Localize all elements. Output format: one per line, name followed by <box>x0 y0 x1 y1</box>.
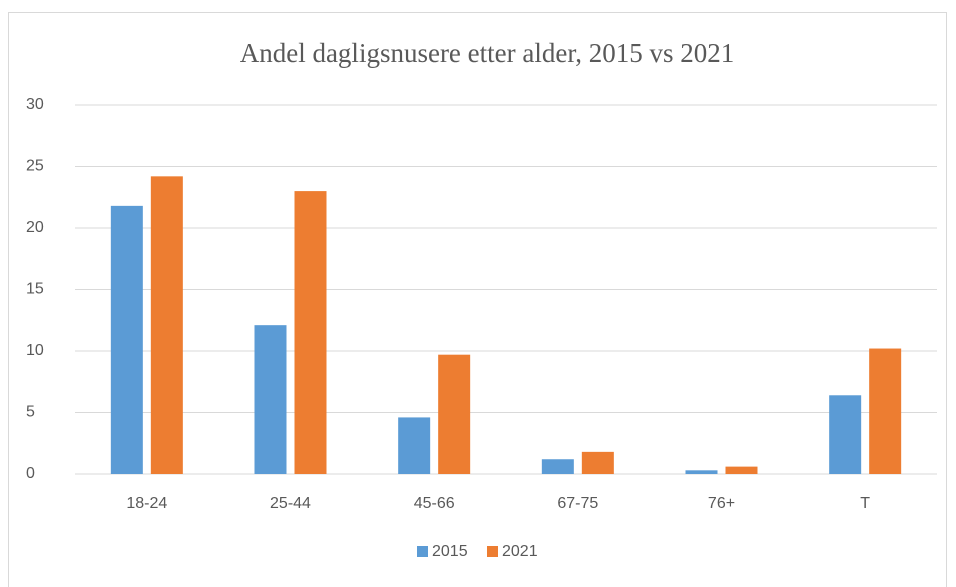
x-tick-label: 76+ <box>708 495 735 512</box>
bar <box>254 325 287 474</box>
legend-label: 2021 <box>502 543 538 560</box>
bar <box>438 354 471 474</box>
x-tick-label: 67-75 <box>557 495 598 512</box>
legend-label: 2015 <box>432 543 468 560</box>
chart-title: Andel dagligsnusere etter alder, 2015 vs… <box>240 38 735 68</box>
bar <box>150 176 183 474</box>
y-tick-label: 15 <box>26 281 44 298</box>
bar <box>685 470 718 474</box>
bar <box>294 191 327 474</box>
y-tick-label: 25 <box>26 158 44 175</box>
y-tick-label: 5 <box>26 404 35 421</box>
bar <box>541 459 574 474</box>
x-tick-label: 18-24 <box>126 495 167 512</box>
x-tick-label: 45-66 <box>414 495 455 512</box>
x-tick-label: 25-44 <box>270 495 311 512</box>
bar <box>110 205 143 475</box>
bar <box>398 417 431 474</box>
y-tick-label: 10 <box>26 342 44 359</box>
legend-swatch <box>417 546 428 557</box>
bar <box>581 451 614 474</box>
legend-swatch <box>487 546 498 557</box>
y-tick-label: 30 <box>26 96 44 113</box>
bar <box>829 395 862 474</box>
y-tick-label: 0 <box>26 465 35 482</box>
bar <box>725 466 758 474</box>
y-tick-label: 20 <box>26 219 44 236</box>
x-tick-label: T <box>860 495 870 512</box>
bar <box>869 348 902 474</box>
